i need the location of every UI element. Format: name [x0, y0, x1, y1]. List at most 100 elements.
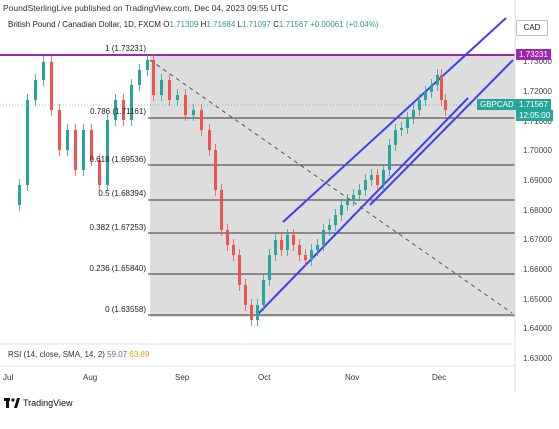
candle-body	[394, 130, 397, 145]
candle-body	[200, 110, 203, 130]
candle-body	[90, 130, 93, 160]
candle-body	[66, 130, 69, 150]
symbol-tag: GBPCAD	[477, 99, 517, 110]
candle-body	[412, 110, 415, 118]
currency-button[interactable]: CAD	[516, 20, 548, 36]
candle-body	[130, 85, 133, 120]
candle-body	[346, 200, 349, 205]
candle-body	[424, 92, 427, 100]
candle-body	[160, 80, 163, 95]
symbol-legend: British Pound / Canadian Dollar, 1D, FXC…	[8, 20, 379, 29]
candles-group	[18, 54, 447, 326]
change-value: +0.00061 (+0.04%)	[310, 20, 379, 29]
candle-body	[316, 245, 319, 250]
price-tick: 1.71000	[523, 117, 552, 126]
price-tick: 1.70000	[523, 146, 552, 155]
low-label: L	[237, 20, 242, 29]
candle-body	[358, 190, 361, 195]
candle-body	[286, 235, 289, 250]
time-tick: Dec	[432, 373, 447, 382]
candle-body	[152, 60, 155, 95]
candle-body	[232, 245, 235, 255]
rsi-label: RSI (14, close, SMA, 14, 2)	[8, 350, 105, 359]
rsi-ma-value: 63.89	[129, 350, 150, 359]
candle-body	[214, 150, 217, 190]
candle-body	[430, 85, 433, 92]
candle-body	[208, 130, 211, 150]
candle-body	[98, 160, 101, 185]
candle-body	[388, 145, 391, 170]
tradingview-brand: TradingView	[23, 398, 73, 408]
candle-body	[138, 70, 141, 85]
price-tick: 1.67000	[523, 235, 552, 244]
price-tick: 1.64000	[523, 324, 552, 333]
candle-body	[244, 285, 247, 305]
channel-lower-line[interactable]	[257, 97, 469, 315]
candle-body	[226, 230, 229, 245]
time-tick: Nov	[345, 373, 360, 382]
dashed-trendline[interactable]	[149, 59, 513, 314]
fib-label-0236: 0.236 (1.65840)	[89, 264, 147, 273]
candle-body	[370, 175, 373, 180]
candle-body	[250, 305, 253, 320]
candle-body	[304, 255, 307, 260]
candle-body	[310, 250, 313, 260]
candle-body	[220, 190, 223, 230]
candle-body	[440, 75, 443, 100]
candle-body	[184, 95, 187, 115]
high-value: 1.71684	[206, 20, 236, 29]
fib-label-05: 0.5 (1.68394)	[98, 189, 146, 198]
candle-body	[274, 240, 277, 255]
candle-body	[26, 100, 29, 185]
top-level-tag: 1.73231	[516, 49, 551, 60]
candle-body	[268, 255, 271, 280]
close-label: C	[273, 20, 279, 29]
time-tick: Sep	[175, 373, 190, 382]
publisher-line: PoundSterlingLive published on TradingVi…	[3, 3, 289, 13]
candle-body	[340, 205, 343, 215]
candle-body	[50, 62, 53, 110]
price-tick: 1.69000	[523, 176, 552, 185]
candle-body	[34, 80, 37, 100]
channel-upper-line[interactable]	[282, 17, 507, 223]
candle-body	[18, 185, 21, 205]
candle-body	[58, 110, 61, 150]
candle-body	[42, 62, 45, 80]
candle-body	[418, 100, 421, 110]
tradingview-footer[interactable]: TradingView	[4, 398, 73, 408]
candle-body	[262, 280, 265, 305]
price-tick: 1.72000	[523, 87, 552, 96]
fib-shaded-area	[150, 55, 515, 317]
fib-label-0382: 0.382 (1.67253)	[89, 223, 147, 232]
candle-body	[382, 170, 385, 185]
candle-body	[364, 180, 367, 190]
candle-body	[280, 240, 283, 250]
high-label: H	[200, 20, 207, 29]
candle-body	[298, 245, 301, 255]
fib-label-1: 1 (1.73231)	[105, 44, 146, 53]
price-tick: 1.65000	[523, 295, 552, 304]
price-tick: 1.63000	[523, 354, 552, 363]
symbol-title[interactable]: British Pound / Canadian Dollar, 1D, FXC…	[8, 20, 161, 29]
candle-body	[444, 100, 447, 110]
open-value: 1.71309	[169, 20, 199, 29]
candle-body	[106, 120, 109, 185]
channel-mid-line[interactable]	[369, 59, 514, 206]
candle-body	[376, 175, 379, 185]
rsi-legend[interactable]: RSI (14, close, SMA, 14, 2) 59.07 63.89	[8, 350, 149, 359]
candle-body	[292, 235, 295, 245]
rsi-value: 59.07	[107, 350, 128, 359]
low-value: 1.71097	[241, 20, 271, 29]
price-tick: 1.68000	[523, 206, 552, 215]
candle-body	[436, 75, 439, 85]
open-label: O	[163, 20, 170, 29]
tradingview-logo-icon	[4, 398, 20, 408]
fib-label-0618: 0.618 (1.69536)	[89, 155, 147, 164]
candle-body	[74, 130, 77, 170]
candle-body	[192, 110, 195, 115]
candle-body	[352, 195, 355, 200]
time-tick: Jul	[3, 373, 14, 382]
candle-body	[82, 130, 85, 170]
